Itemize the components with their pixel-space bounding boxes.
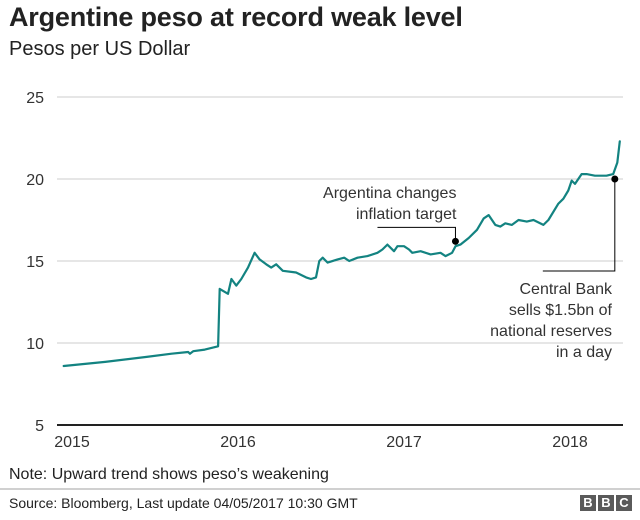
annotation-marker: [451, 237, 459, 245]
y-tick-label: 5: [35, 418, 44, 435]
y-tick-label: 15: [26, 254, 44, 271]
chart-subtitle: Pesos per US Dollar: [9, 38, 191, 60]
x-tick-label: 2016: [220, 434, 256, 451]
source-text: Source: Bloomberg, Last update 04/05/201…: [9, 495, 358, 511]
annotation-leader-line: [377, 226, 456, 242]
x-axis-ticks: 2015 2016 2017 2018: [54, 434, 588, 451]
bbc-logo-letter: C: [616, 495, 632, 511]
annotation-text: national reserves: [490, 323, 612, 340]
grid-lines: [57, 96, 623, 426]
chart-note: Note: Upward trend shows peso’s weakenin…: [9, 466, 329, 483]
annotation-text: Central Bank: [520, 281, 613, 298]
series-layer: [62, 140, 621, 368]
bbc-logo-letter: B: [580, 495, 596, 511]
chart-title: Argentine peso at record weak level: [9, 2, 463, 32]
series-line: [62, 140, 621, 368]
y-axis-ticks: 5 10 15 20 25: [26, 90, 44, 435]
y-tick-label: 20: [26, 172, 44, 189]
annotation-text: sells $1.5bn of: [509, 302, 613, 319]
footer-divider: [0, 488, 640, 490]
annotation-marker: [611, 175, 619, 183]
annotation-leader-line: [542, 179, 616, 272]
annotation-text: Argentina changes: [323, 185, 456, 202]
x-tick-label: 2018: [552, 434, 588, 451]
x-tick-label: 2017: [386, 434, 422, 451]
x-tick-label: 2015: [54, 434, 90, 451]
annotations: Argentina changes inflation target Central…: [323, 175, 619, 361]
line-chart: 5 10 15 20 25 2015 2016 2017 2018 Argentina cha…: [26, 90, 623, 451]
bbc-logo-letter: B: [598, 495, 614, 511]
y-tick-label: 25: [26, 90, 44, 107]
annotation-text: in a day: [556, 344, 612, 361]
y-tick-label: 10: [26, 336, 44, 353]
bbc-logo: B B C: [580, 495, 632, 511]
annotation-text: inflation target: [356, 206, 457, 223]
